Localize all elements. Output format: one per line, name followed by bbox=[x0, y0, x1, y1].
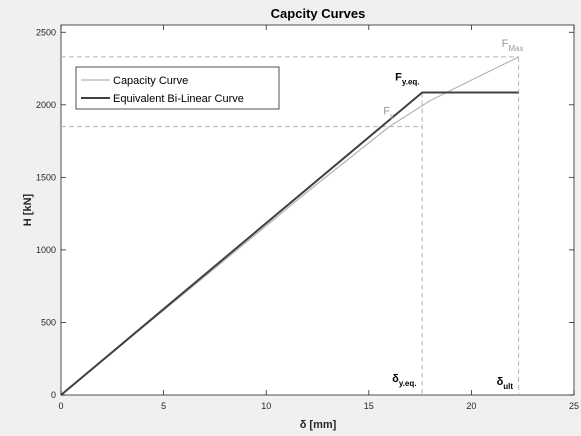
dult-label: δult bbox=[497, 376, 514, 391]
fmax-label-main: F bbox=[502, 38, 509, 50]
legend-label-bilinear: Equivalent Bi-Linear Curve bbox=[113, 93, 244, 105]
x-tick-label: 5 bbox=[161, 401, 166, 411]
fy-label-main: F bbox=[383, 106, 390, 118]
series-layer bbox=[60, 56, 519, 396]
y-tick-label: 2500 bbox=[36, 27, 56, 37]
dyeq-label: δy.eq. bbox=[392, 373, 416, 388]
fyeq-label-main: F bbox=[395, 71, 402, 83]
x-tick-label: 0 bbox=[58, 401, 63, 411]
dult-label-subscript: ult bbox=[503, 382, 513, 391]
chart-title: Capcity Curves bbox=[271, 6, 366, 21]
x-tick-label: 20 bbox=[466, 401, 476, 411]
fmax-label: FMax bbox=[502, 38, 524, 53]
fyeq-label-subscript: y.eq. bbox=[402, 77, 420, 86]
fyeq-label: Fy.eq. bbox=[395, 71, 419, 86]
x-tick-label: 10 bbox=[261, 401, 271, 411]
y-tick-label: 1000 bbox=[36, 245, 56, 255]
dyeq-label-main: δ bbox=[392, 373, 399, 385]
x-axis-ticks: 0 5 10 15 20 25 bbox=[58, 25, 579, 411]
x-tick-label: 25 bbox=[569, 401, 579, 411]
x-tick-label: 15 bbox=[364, 401, 374, 411]
fmax-label-subscript: Max bbox=[508, 44, 523, 53]
dyeq-label-subscript: y.eq. bbox=[399, 379, 417, 388]
dult-label-main: δ bbox=[497, 376, 504, 388]
legend-box bbox=[75, 66, 280, 110]
reference-lines bbox=[61, 56, 520, 395]
y-axis-ticks: 0 500 1000 1500 2000 2500 bbox=[36, 27, 574, 400]
y-tick-label: 500 bbox=[41, 317, 56, 327]
y-axis-label: H [kN] bbox=[22, 193, 34, 226]
fy-label: Fy bbox=[383, 106, 394, 121]
fy-label-subscript: y bbox=[390, 112, 394, 121]
x-axis-label: δ [mm] bbox=[300, 419, 337, 431]
legend-label-capacity: Capacity Curve bbox=[113, 75, 188, 87]
bilinear-curve-line bbox=[60, 91, 519, 396]
y-tick-label: 0 bbox=[51, 390, 56, 400]
legend: Capacity Curve Equivalent Bi-Linear Curv… bbox=[75, 66, 280, 110]
y-tick-label: 1500 bbox=[36, 172, 56, 182]
y-tick-label: 2000 bbox=[36, 100, 56, 110]
